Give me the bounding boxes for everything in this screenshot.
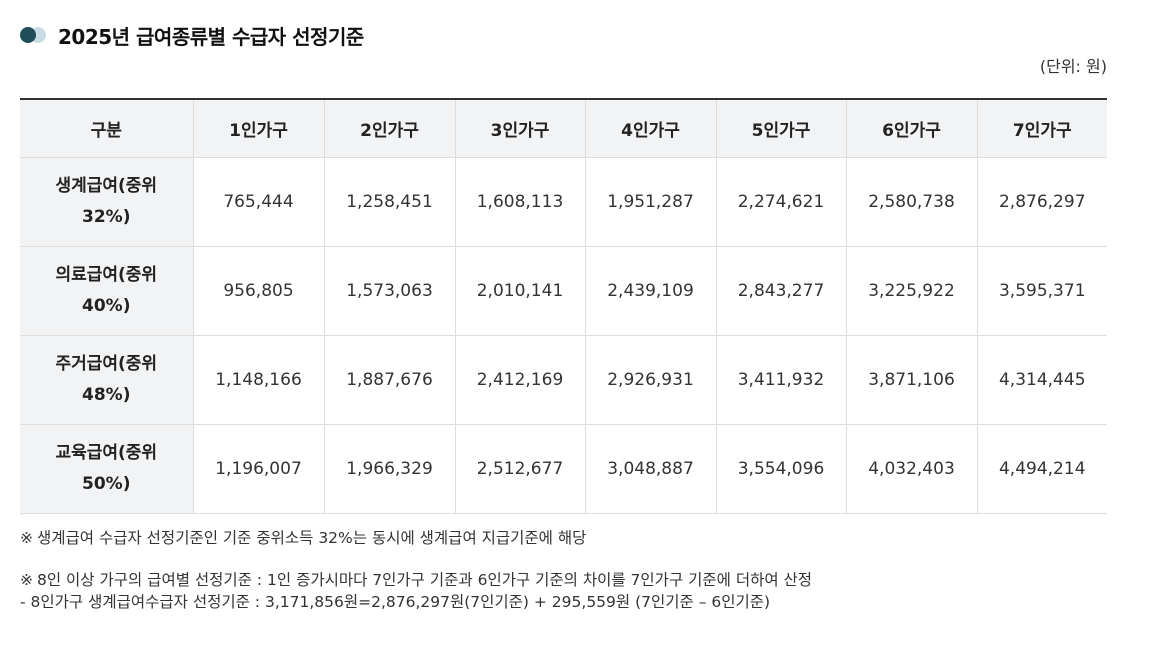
table-cell: 2,412,169 [455,335,586,425]
column-header-5person: 5인가구 [716,99,847,158]
footnote-livelihood: ※ 생계급여 수급자 선정기준인 기준 중위소득 32%는 동시에 생계급여 지급… [20,527,1120,549]
table-cell: 1,148,166 [193,335,325,425]
column-header-7person: 7인가구 [977,99,1107,158]
column-header-1person: 1인가구 [193,99,325,158]
table-cell: 765,444 [193,157,325,247]
row-label-line1: 생계급여(중위 [55,176,158,196]
row-label-line2: 32%) [82,207,131,227]
table-cell: 1,887,676 [324,335,456,425]
table-cell: 1,966,329 [324,424,456,514]
column-header-4person: 4인가구 [585,99,717,158]
table-cell: 2,439,109 [585,246,717,336]
two-dots-icon [20,25,52,45]
footnote-large-household: ※ 8인 이상 가구의 급여별 선정기준 : 1인 증가시마다 7인가구 기준과 … [20,569,1120,591]
unit-label: (단위: 원) [1039,57,1107,76]
table-cell: 2,843,277 [716,246,847,336]
criteria-table: 구분 1인가구 2인가구 3인가구 4인가구 5인가구 6인가구 7인가구 생계… [20,98,1107,514]
column-header-6person: 6인가구 [846,99,978,158]
table-cell: 2,580,738 [846,157,978,247]
row-label-line2: 50%) [82,474,131,494]
table-cell: 4,494,214 [977,424,1107,514]
row-label: 교육급여(중위 50%) [20,424,194,514]
table-row-education: 교육급여(중위 50%) 1,196,007 1,966,329 2,512,67… [20,424,1107,514]
column-header-2person: 2인가구 [324,99,456,158]
table-cell: 4,314,445 [977,335,1107,425]
table-cell: 2,926,931 [585,335,717,425]
page-header: 2025년 급여종류별 수급자 선정기준 [20,20,364,50]
row-label-line1: 의료급여(중위 [55,265,158,285]
table-row-housing: 주거급여(중위 48%) 1,148,166 1,887,676 2,412,16… [20,335,1107,425]
table-cell: 4,032,403 [846,424,978,514]
table-cell: 2,512,677 [455,424,586,514]
row-label: 생계급여(중위 32%) [20,157,194,247]
table-cell: 3,225,922 [846,246,978,336]
table-cell: 3,554,096 [716,424,847,514]
table-cell: 3,048,887 [585,424,717,514]
row-label: 주거급여(중위 48%) [20,335,194,425]
table-row-medical: 의료급여(중위 40%) 956,805 1,573,063 2,010,141 … [20,246,1107,336]
row-label: 의료급여(중위 40%) [20,246,194,336]
table-header-row: 구분 1인가구 2인가구 3인가구 4인가구 5인가구 6인가구 7인가구 [20,99,1107,158]
column-header-category: 구분 [20,99,194,158]
footnotes: ※ 생계급여 수급자 선정기준인 기준 중위소득 32%는 동시에 생계급여 지급… [20,527,1120,613]
table-cell: 956,805 [193,246,325,336]
row-label-line2: 40%) [82,296,131,316]
column-header-3person: 3인가구 [455,99,586,158]
table-cell: 1,196,007 [193,424,325,514]
footnote-text: 8인 이상 가구의 급여별 선정기준 : 1인 증가시마다 7인가구 기준과 6… [37,571,813,589]
table-cell: 1,258,451 [324,157,456,247]
table-cell: 3,871,106 [846,335,978,425]
table-cell: 2,010,141 [455,246,586,336]
table-cell: 3,411,932 [716,335,847,425]
table-cell: 3,595,371 [977,246,1107,336]
table-cell: 2,274,621 [716,157,847,247]
table-row-livelihood: 생계급여(중위 32%) 765,444 1,258,451 1,608,113 … [20,157,1107,247]
page-title: 2025년 급여종류별 수급자 선정기준 [58,24,364,49]
reference-mark-icon: ※ [20,571,33,589]
table-cell: 2,876,297 [977,157,1107,247]
row-label-line1: 교육급여(중위 [55,443,158,463]
footnote-text: 생계급여 수급자 선정기준인 기준 중위소득 32%는 동시에 생계급여 지급기… [37,529,587,547]
table-cell: 1,608,113 [455,157,586,247]
table-cell: 1,951,287 [585,157,717,247]
table-cell: 1,573,063 [324,246,456,336]
row-label-line1: 주거급여(중위 [55,354,158,374]
footnote-8person-example: - 8인가구 생계급여수급자 선정기준 : 3,171,856원=2,876,2… [20,593,771,611]
row-label-line2: 48%) [82,385,131,405]
reference-mark-icon: ※ [20,529,33,547]
dark-dot-icon [20,27,36,43]
